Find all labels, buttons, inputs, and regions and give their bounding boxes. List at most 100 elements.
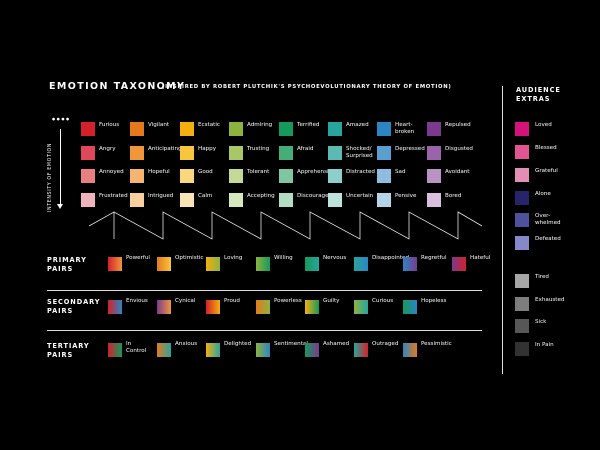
secondary-pairs-label-proud: Proud xyxy=(224,298,240,304)
divider-secondary xyxy=(47,330,482,331)
secondary-pairs-swatch-proud xyxy=(206,300,220,314)
emotion-label-afraid: Afraid xyxy=(297,146,314,152)
emotion-label-terrified: Terrified xyxy=(297,122,320,128)
emotion-label-repulsed: Repulsed xyxy=(445,122,471,128)
extra-swatch-tired xyxy=(515,274,529,288)
tertiary-pairs-label-delighted: Delighted xyxy=(224,341,252,347)
extra-swatch-over-whelmed xyxy=(515,213,529,227)
tertiary-pairs-swatch-ashamed xyxy=(305,343,319,357)
extra-label-tired: Tired xyxy=(535,274,549,280)
page-title: EMOTION TAXONOMY xyxy=(49,81,186,92)
tertiary-pairs-label-outraged: Outraged xyxy=(372,341,399,347)
extra-label-in-pain: In Pain xyxy=(535,342,554,348)
tertiary-pairs-label-anxious: Anxious xyxy=(175,341,198,347)
primary-pairs-label-loving: Loving xyxy=(224,255,243,261)
emotion-label-good: Good xyxy=(198,169,213,175)
extra-swatch-in-pain xyxy=(515,342,529,356)
extra-swatch-grateful xyxy=(515,168,529,182)
extra-label-over-whelmed: Over- whelmed xyxy=(535,213,561,226)
primary-pairs-swatch-optimistic xyxy=(157,257,171,271)
tertiary-pairs-label-pessimistic: Pessimistic xyxy=(421,341,452,347)
tertiary-pairs-swatch-delighted xyxy=(206,343,220,357)
emotion-swatch-accepting xyxy=(229,193,243,207)
emotion-swatch-good xyxy=(180,169,194,183)
emotion-swatch-angry xyxy=(81,146,95,160)
tertiary-pairs-label: TERTIARY PAIRS xyxy=(47,342,90,359)
emotion-swatch-shocked-surprised xyxy=(328,146,342,160)
emotion-label-vigilant: Vigilant xyxy=(148,122,170,128)
emotion-swatch-heart-broken xyxy=(377,122,391,136)
emotion-swatch-anticipating xyxy=(130,146,144,160)
emotion-label-discouraged: Discouraged xyxy=(297,193,333,199)
intensity-arrow-line xyxy=(60,129,61,205)
tertiary-pairs-swatch-outraged xyxy=(354,343,368,357)
emotion-swatch-pensive xyxy=(377,193,391,207)
primary-pairs-label-willing: Willing xyxy=(274,255,293,261)
emotion-swatch-furious xyxy=(81,122,95,136)
emotion-label-distracted: Distracted xyxy=(346,169,375,175)
emotion-label-bored: Bored xyxy=(445,193,462,199)
emotion-label-happy: Happy xyxy=(198,146,217,152)
emotion-label-heart-broken: Heart- broken xyxy=(395,122,415,135)
emotion-swatch-depressed xyxy=(377,146,391,160)
tertiary-pairs-swatch-sentimental xyxy=(256,343,270,357)
emotion-swatch-afraid xyxy=(279,146,293,160)
emotion-label-annoyed: Annoyed xyxy=(99,169,124,175)
tertiary-pairs-swatch-anxious xyxy=(157,343,171,357)
emotion-swatch-vigilant xyxy=(130,122,144,136)
emotion-swatch-avoidant xyxy=(427,169,441,183)
tertiary-pairs-label-sentimental: Sentimental xyxy=(274,341,308,347)
emotion-swatch-annoyed xyxy=(81,169,95,183)
secondary-pairs-swatch-powerless xyxy=(256,300,270,314)
emotion-swatch-happy xyxy=(180,146,194,160)
emotion-label-intrigued: Intrigued xyxy=(148,193,174,199)
tertiary-pairs-swatch-pessimistic xyxy=(403,343,417,357)
secondary-pairs-swatch-envious xyxy=(108,300,122,314)
secondary-pairs-label-powerless: Powerless xyxy=(274,298,302,304)
emotion-swatch-sad xyxy=(377,169,391,183)
secondary-pairs-label-envious: Envious xyxy=(126,298,148,304)
emotion-label-anticipating: Anticipating xyxy=(148,146,182,152)
primary-pairs-label-powerful: Powerful xyxy=(126,255,150,261)
emotion-label-admiring: Admiring xyxy=(247,122,273,128)
emotion-swatch-discouraged xyxy=(279,193,293,207)
extra-swatch-blessed xyxy=(515,145,529,159)
secondary-pairs-swatch-hopeless xyxy=(403,300,417,314)
emotion-swatch-amazed xyxy=(328,122,342,136)
extra-label-grateful: Grateful xyxy=(535,168,558,174)
emotion-label-accepting: Accepting xyxy=(247,193,275,199)
emotion-label-shocked-surprised: Shocked/ Surprised xyxy=(346,146,373,159)
emotion-swatch-trusting xyxy=(229,146,243,160)
extra-label-alone: Alone xyxy=(535,191,551,197)
primary-pairs-swatch-disappointed xyxy=(354,257,368,271)
primary-pairs-label-optimistic: Optimistic xyxy=(175,255,204,261)
emotion-label-angry: Angry xyxy=(99,146,116,152)
tertiary-pairs-swatch-in-control xyxy=(108,343,122,357)
emotion-label-disgusted: Disgusted xyxy=(445,146,473,152)
emotion-label-tolerant: Tolerant xyxy=(247,169,270,175)
secondary-pairs-swatch-guilty xyxy=(305,300,319,314)
emotion-label-calm: Calm xyxy=(198,193,213,199)
emotion-label-amazed: Amazed xyxy=(346,122,369,128)
extra-label-defeated: Defeated xyxy=(535,236,561,242)
primary-pairs-label-disappointed: Disappointed xyxy=(372,255,410,261)
emotion-label-uncertain: Uncertain xyxy=(346,193,374,199)
secondary-pairs-label-cynical: Cynical xyxy=(175,298,196,304)
secondary-pairs-label-curious: Curious xyxy=(372,298,394,304)
emotion-swatch-admiring xyxy=(229,122,243,136)
extra-swatch-exhausted xyxy=(515,297,529,311)
primary-pairs-label-regretful: Regretful xyxy=(421,255,447,261)
primary-pairs-label-nervous: Nervous xyxy=(323,255,347,261)
primary-pairs-swatch-regretful xyxy=(403,257,417,271)
primary-pairs-label: PRIMARY PAIRS xyxy=(47,256,87,273)
primary-pairs-swatch-hateful xyxy=(452,257,466,271)
extra-label-exhausted: Exhausted xyxy=(535,297,565,303)
primary-pairs-swatch-nervous xyxy=(305,257,319,271)
intensity-arrow-head xyxy=(57,204,63,209)
primary-pairs-label-hateful: Hateful xyxy=(470,255,491,261)
emotion-label-hopeful: Hopeful xyxy=(148,169,170,175)
tertiary-pairs-label-ashamed: Ashamed xyxy=(323,341,350,347)
emotion-label-sad: Sad xyxy=(395,169,406,175)
sidebar-divider xyxy=(502,86,503,374)
